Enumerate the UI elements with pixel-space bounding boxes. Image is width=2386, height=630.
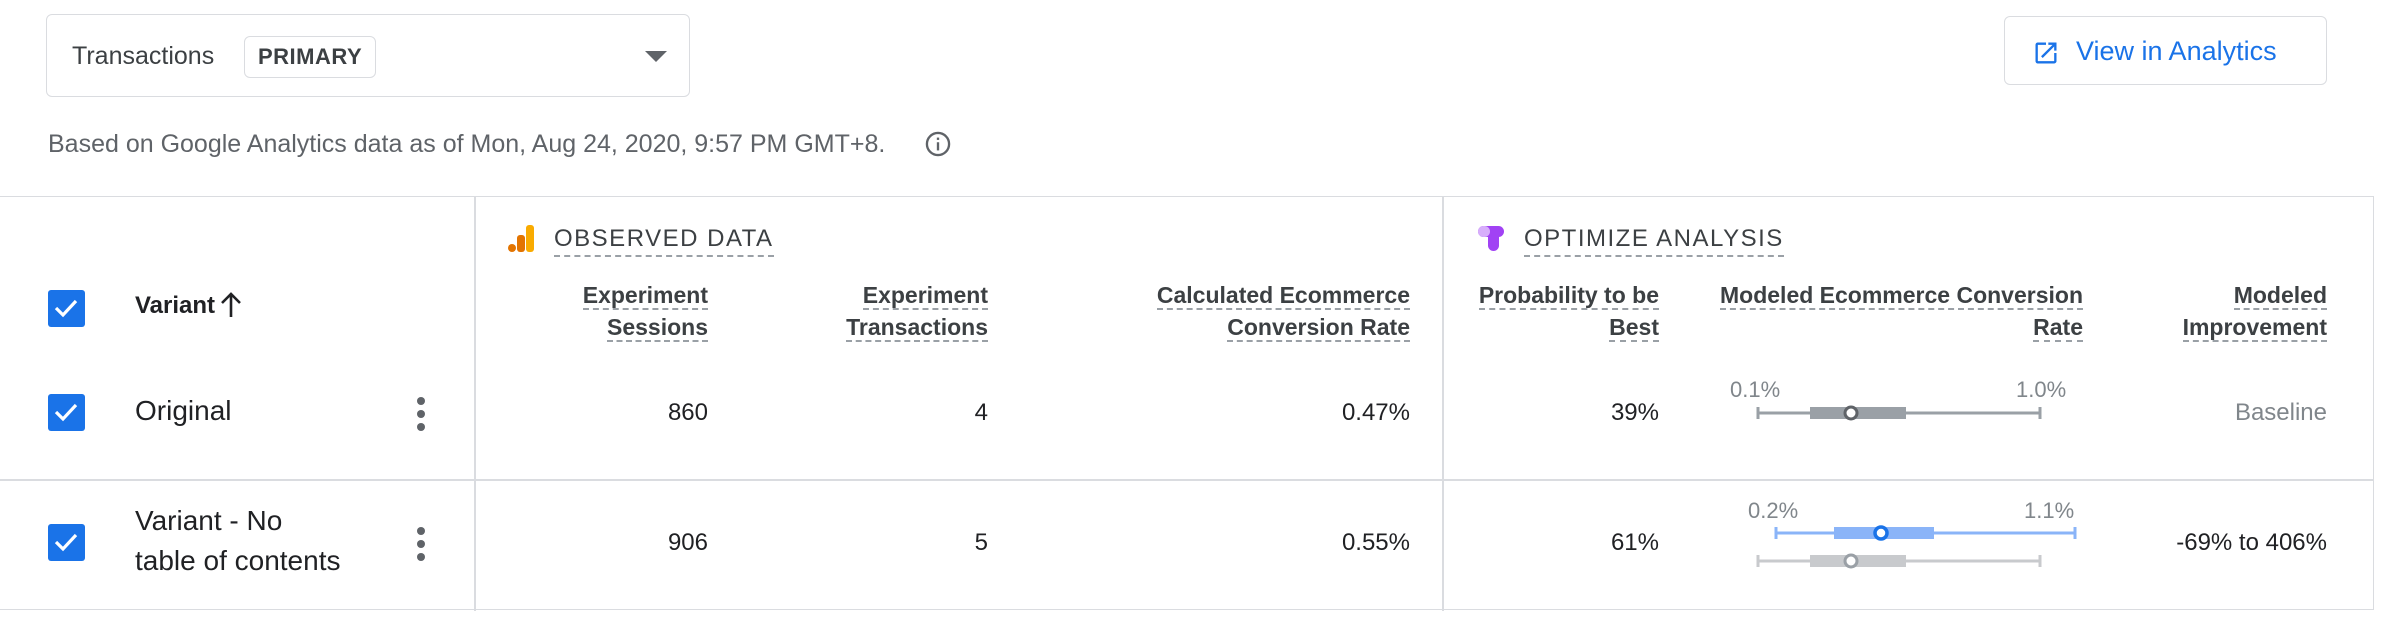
observed-data-heading: OBSERVED DATA bbox=[554, 225, 774, 257]
row-checkbox-variant[interactable] bbox=[48, 524, 85, 561]
primary-badge: PRIMARY bbox=[244, 36, 377, 78]
improvement-cell: Baseline bbox=[2234, 399, 2327, 426]
header-line: Probability to be bbox=[1478, 282, 1659, 310]
data-freshness-note: Based on Google Analytics data as of Mon… bbox=[48, 130, 886, 158]
checkmark-icon bbox=[54, 403, 78, 422]
experiment-transactions-header[interactable]: Experiment Transactions bbox=[768, 279, 988, 343]
objective-dropdown[interactable]: Transactions PRIMARY bbox=[46, 14, 690, 97]
ci-high-label: 1.0% bbox=[2016, 377, 2067, 402]
improvement-cell: -69% to 406% bbox=[2176, 529, 2327, 556]
more-options-icon[interactable] bbox=[417, 397, 425, 436]
header-line: Improvement bbox=[2182, 314, 2327, 342]
calculated-rate-cell: 0.47% bbox=[1341, 399, 1410, 426]
variant-name-no-toc: Variant - No table of contents bbox=[135, 501, 340, 581]
calculated-conversion-rate-header[interactable]: Calculated Ecommerce Conversion Rate bbox=[1080, 279, 1410, 343]
header-line: Rate bbox=[2033, 314, 2083, 342]
ci-low-label: 0.1% bbox=[1730, 377, 1781, 402]
row-checkbox-original[interactable] bbox=[48, 394, 85, 431]
column-divider bbox=[474, 197, 476, 611]
sort-ascending-icon[interactable] bbox=[218, 290, 244, 320]
variant-name-line: Variant - No bbox=[135, 505, 283, 536]
header-line: Conversion Rate bbox=[1227, 314, 1410, 342]
checkmark-icon bbox=[54, 533, 78, 552]
more-options-icon[interactable] bbox=[417, 527, 425, 566]
results-table: OBSERVED DATA OPTIMIZE ANALYSIS Variant … bbox=[0, 196, 2374, 611]
modeled-improvement-header[interactable]: Modeled Improvement bbox=[2107, 279, 2327, 343]
ci-high-label: 1.1% bbox=[2024, 498, 2075, 523]
experiment-sessions-header[interactable]: Experiment Sessions bbox=[488, 279, 708, 343]
info-icon[interactable] bbox=[924, 130, 952, 158]
header-line: Modeled Ecommerce Conversion bbox=[1720, 282, 2083, 310]
transactions-cell: 5 bbox=[974, 529, 988, 556]
row-divider bbox=[0, 479, 2374, 481]
transactions-cell: 4 bbox=[974, 399, 988, 426]
ci-low-label: 0.2% bbox=[1748, 498, 1799, 523]
variant-column-header[interactable]: Variant bbox=[135, 292, 216, 319]
probability-cell: 61% bbox=[1610, 529, 1659, 556]
variant-name-original: Original bbox=[135, 395, 232, 426]
header-line: Experiment bbox=[862, 282, 988, 310]
header-line: Calculated Ecommerce bbox=[1156, 282, 1410, 310]
calculated-rate-cell: 0.55% bbox=[1341, 529, 1410, 556]
google-analytics-icon bbox=[508, 225, 534, 252]
sessions-cell: 860 bbox=[667, 399, 708, 426]
confidence-interval-bar bbox=[1756, 405, 2042, 421]
checkmark-icon bbox=[54, 299, 78, 318]
header-line: Best bbox=[1609, 314, 1659, 342]
objective-label: Transactions bbox=[72, 42, 215, 70]
probability-cell: 39% bbox=[1610, 399, 1659, 426]
view-in-analytics-label: View in Analytics bbox=[2076, 36, 2277, 66]
google-optimize-icon bbox=[1478, 226, 1504, 251]
optimize-analysis-heading: OPTIMIZE ANALYSIS bbox=[1524, 225, 1784, 257]
sessions-cell: 906 bbox=[667, 529, 708, 556]
open-in-new-icon bbox=[2035, 42, 2057, 64]
header-line: Modeled bbox=[2233, 282, 2327, 310]
modeled-conversion-rate-header[interactable]: Modeled Ecommerce Conversion Rate bbox=[1683, 279, 2083, 343]
select-all-checkbox[interactable] bbox=[48, 290, 85, 327]
header-line: Sessions bbox=[607, 314, 708, 342]
view-in-analytics-button[interactable]: View in Analytics bbox=[2004, 16, 2327, 85]
column-divider bbox=[1442, 197, 1444, 611]
probability-to-be-best-header[interactable]: Probability to be Best bbox=[1439, 279, 1659, 343]
dropdown-arrow-icon bbox=[645, 51, 667, 62]
header-line: Transactions bbox=[846, 314, 988, 342]
confidence-interval-bar bbox=[1756, 525, 2077, 569]
header-line: Experiment bbox=[582, 282, 708, 310]
variant-name-line: table of contents bbox=[135, 545, 341, 576]
